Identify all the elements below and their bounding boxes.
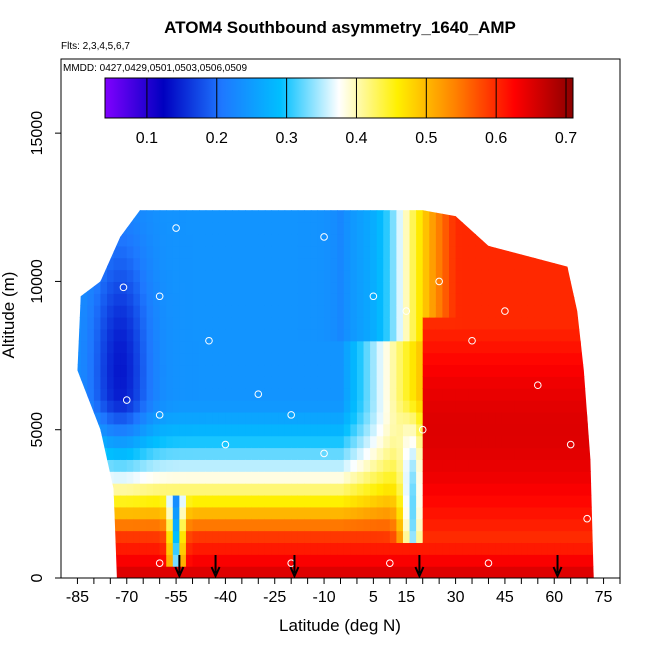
sample-point (122, 396, 131, 404)
colorbar-tick-label: 0.7 (555, 130, 577, 147)
y-tick-label: 5000 (29, 412, 46, 448)
sample-point (533, 381, 542, 390)
sample-point (119, 283, 128, 292)
sample-point (484, 559, 493, 567)
x-tick-label: 5 (369, 589, 378, 606)
sample-point (435, 277, 443, 286)
flight-arrow-head (552, 566, 563, 579)
sample-point (566, 440, 575, 449)
sample-point (221, 440, 230, 449)
sample-point (386, 559, 394, 567)
colorbar-tick-label: 0.1 (136, 130, 158, 147)
sample-point (418, 425, 427, 434)
x-tick-label: -85 (66, 589, 89, 606)
sample-point (172, 224, 180, 232)
colorbar-gradient (104, 77, 574, 119)
x-tick-label: 30 (447, 589, 465, 606)
x-tick-label: -10 (312, 589, 335, 606)
x-tick-label: -25 (263, 589, 286, 606)
sample-point (501, 307, 509, 315)
sample-point (369, 292, 378, 301)
axes: -85 -70 -55 -40 -25 -10 5 15 30 45 60 75 0 5000 10000 1… (29, 58, 621, 606)
sample-point (155, 559, 164, 567)
flight-arrow-head (289, 566, 300, 579)
sample-point (287, 411, 295, 419)
y-tick-label: 0 (29, 573, 46, 582)
x-tick-label: 15 (397, 589, 415, 606)
sample-point (254, 390, 263, 398)
sample-point (583, 514, 591, 523)
sample-point (320, 233, 328, 241)
x-tick-label: -40 (214, 589, 237, 606)
flight-arrow-head (174, 566, 185, 579)
y-tick-label: 15000 (29, 111, 46, 156)
heatmap-field (77, 210, 594, 578)
sample-point (320, 449, 328, 458)
colorbar: 0.1 0.2 0.3 0.4 0.5 0.6 0.7 (104, 77, 577, 147)
x-tick-label: -55 (165, 589, 188, 606)
colorbar-tick-label: 0.4 (345, 130, 367, 147)
y-axis-label: Altitude (m) (0, 272, 18, 359)
sample-point (155, 292, 164, 301)
flight-arrow-head (414, 566, 425, 579)
colorbar-tick-label: 0.6 (485, 130, 507, 147)
colorbar-tick-label: 0.2 (206, 130, 228, 147)
flights-label: Flts: 2,3,4,5,6,7 (61, 41, 130, 52)
colorbar-tick-label: 0.3 (275, 130, 297, 147)
sample-point (468, 336, 476, 345)
sample-points (119, 224, 591, 567)
sample-point (205, 336, 213, 345)
flight-arrow-head (210, 566, 221, 579)
sample-point (155, 411, 164, 419)
x-tick-label: -70 (115, 589, 138, 606)
y-tick-label: 10000 (29, 259, 46, 304)
x-tick-label: 45 (496, 589, 514, 606)
dates-label: MMDD: 0427,0429,0501,0503,0506,0509 (63, 63, 247, 74)
sample-point (402, 307, 411, 315)
x-tick-label: 75 (595, 589, 613, 606)
chart-title: ATOM4 Southbound asymmetry_1640_AMP (164, 18, 516, 37)
x-tick-label: 60 (545, 589, 563, 606)
flight-arrows (174, 555, 563, 579)
colorbar-tick-label: 0.5 (415, 130, 437, 147)
x-axis-label: Latitude (deg N) (279, 616, 401, 635)
